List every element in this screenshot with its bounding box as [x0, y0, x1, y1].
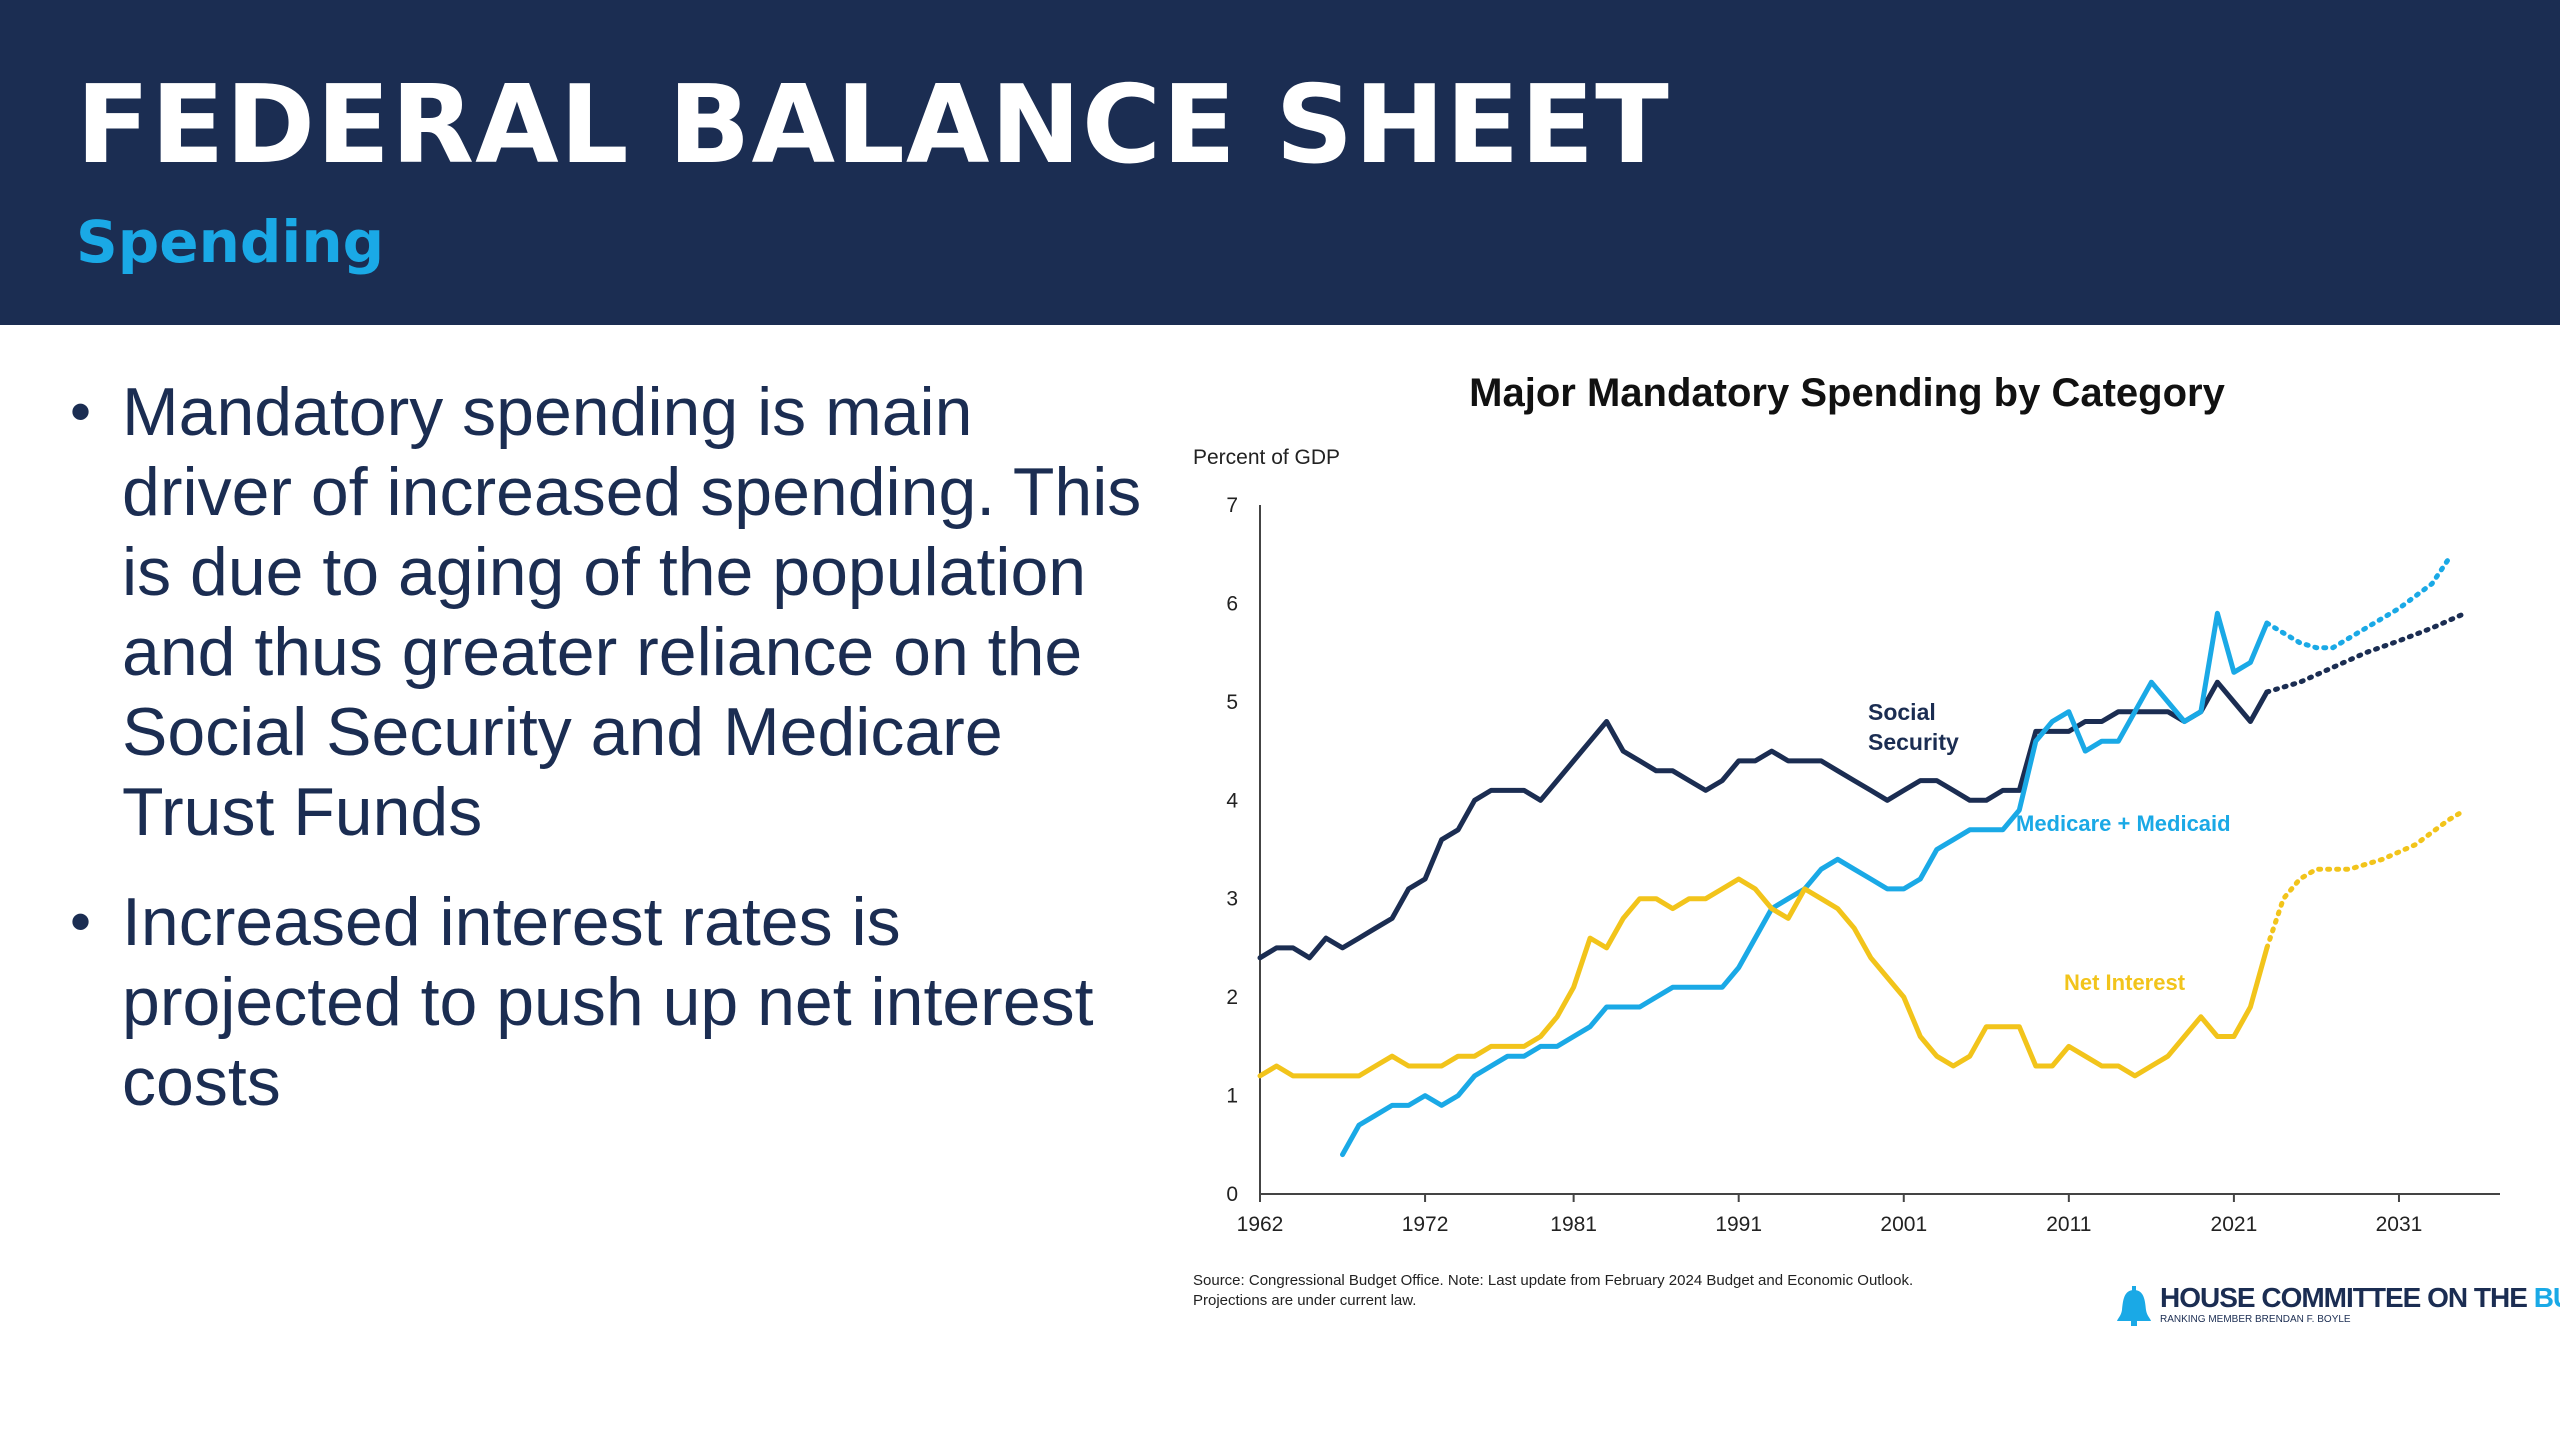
source-note-line: Projections are under current law. [1193, 1292, 1416, 1309]
chart-container: Major Mandatory Spending by Category Per… [1170, 360, 2560, 1340]
y-tick-label: 7 [1226, 494, 1238, 517]
committee-logo: HOUSE COMMITTEE ON THE BUDGET RANKING ME… [2116, 1282, 2560, 1326]
header-banner: FEDERAL BALANCE SHEET Spending [0, 0, 2560, 325]
bullet-item: • Mandatory spending is main driver of i… [70, 372, 1150, 852]
x-tick-label: 2031 [2376, 1213, 2423, 1236]
y-tick-label: 0 [1226, 1183, 1238, 1206]
page-title: FEDERAL BALANCE SHEET [76, 63, 1670, 188]
chart-series [1257, 556, 2468, 1158]
chart-title: Major Mandatory Spending by Category [1469, 371, 2225, 415]
y-tick-label: 4 [1226, 789, 1238, 812]
medicare-medicaid-projection-line [2264, 556, 2451, 651]
social-security-projection-line [2264, 610, 2468, 695]
medicare-medicaid-label: Medicare + Medicaid [2016, 811, 2231, 836]
net-interest-projection-line [2264, 807, 2468, 951]
series-labels: Social Security Medicare + Medicaid Net Int… [1868, 699, 2231, 995]
bullet-list: • Mandatory spending is main driver of i… [70, 372, 1150, 1152]
social-security-label: Security [1868, 729, 1959, 755]
x-tick-label: 2021 [2211, 1213, 2258, 1236]
chart-axes: 0 1 2 3 4 5 6 7 1962 1972 1981 1991 2001 2011 2021 2031 [1226, 494, 2500, 1236]
y-axis-label: Percent of GDP [1193, 446, 1340, 469]
social-security-line [1257, 679, 2270, 961]
x-tick-label: 1972 [1402, 1213, 1449, 1236]
net-interest-label: Net Interest [2064, 970, 2186, 995]
page-subtitle: Spending [76, 208, 385, 276]
logo-text: HOUSE COMMITTEE ON THE BUDGET [2160, 1282, 2560, 1314]
bullet-item: • Increased interest rates is projected … [70, 882, 1150, 1122]
liberty-bell-icon [2117, 1286, 2151, 1326]
net-interest-line [1257, 876, 2270, 1079]
logo-subtext: RANKING MEMBER BRENDAN F. BOYLE [2160, 1314, 2351, 1325]
x-tick-label: 1962 [1237, 1213, 1284, 1236]
social-security-label: Social [1868, 699, 1936, 725]
y-tick-label: 5 [1226, 691, 1238, 714]
y-tick-label: 6 [1226, 592, 1238, 615]
y-tick-label: 1 [1226, 1085, 1238, 1108]
y-tick-label: 3 [1226, 888, 1238, 911]
logo-text-main: HOUSE COMMITTEE ON THE [2160, 1282, 2534, 1313]
bullet-text: Mandatory spending is main driver of inc… [122, 374, 1142, 850]
x-tick-label: 1981 [1550, 1213, 1597, 1236]
chart-source-note: Source: Congressional Budget Office. Not… [1193, 1272, 1913, 1309]
line-chart: Major Mandatory Spending by Category Per… [1193, 371, 2500, 1309]
bullet-text: Increased interest rates is projected to… [122, 884, 1094, 1120]
x-tick-label: 2001 [1880, 1213, 1927, 1236]
x-tick-label: 2011 [2046, 1213, 2091, 1236]
x-tick-label: 1991 [1715, 1213, 1762, 1236]
source-note-line: Source: Congressional Budget Office. Not… [1193, 1272, 1913, 1289]
bullet-dot-icon: • [70, 888, 92, 955]
logo-text-accent: BUDGET [2533, 1282, 2560, 1313]
bullet-dot-icon: • [70, 378, 92, 445]
y-tick-label: 2 [1226, 986, 1238, 1009]
